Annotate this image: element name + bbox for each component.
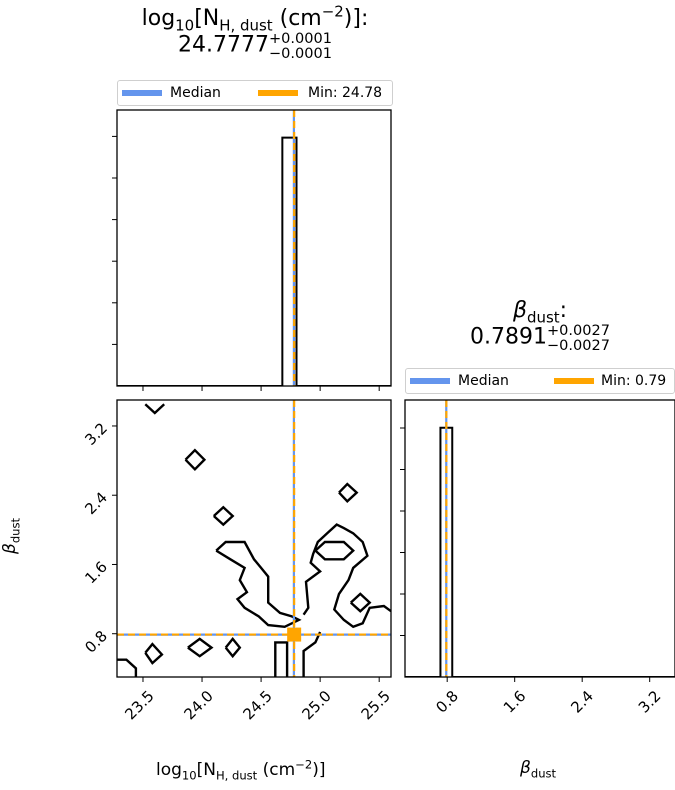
min-swatch [258, 90, 298, 96]
joint-y-tick-label: 2.4 [81, 489, 111, 519]
median-legend-label: Median [458, 373, 509, 389]
joint-x-tick-label: 23.5 [121, 687, 157, 723]
joint-contour [274, 641, 289, 677]
joint-contour [314, 540, 355, 561]
joint-contour [117, 658, 138, 677]
joint-contour [349, 592, 372, 613]
min-legend-label: Min: 24.78 [308, 85, 383, 101]
min-legend-label: Min: 0.79 [601, 373, 667, 389]
joint-contour [215, 540, 302, 629]
x-axis-label-nh: log10[NH, dust (cm−2)] [156, 757, 326, 783]
beta-hist-x-tick-label: 0.8 [432, 687, 462, 717]
nh-histogram-step [117, 136, 391, 386]
beta-hist-x-tick-label: 2.4 [567, 687, 597, 717]
beta-panel-title: βdust: 0.7891 +0.0027 −0.0027 [470, 298, 610, 355]
nh-histogram-frame [116, 109, 392, 387]
min-swatch [554, 378, 594, 384]
beta-histogram-panel: 0.8 1.6 2.4 3.2 [400, 399, 675, 717]
joint-contour-panel: 23.5 24.0 24.5 25.0 25.5 0.8 1.6 2.4 3.2 [81, 399, 394, 723]
joint-contour [224, 636, 242, 659]
joint-x-tick-label: 24.0 [180, 687, 216, 723]
nh-panel-title: log10[NH, dust (cm−2)]: 24.7777 +0.0001 −0… [141, 2, 369, 63]
beta-title-value: 0.7891 [470, 324, 548, 350]
joint-y-tick-label: 3.2 [81, 419, 111, 449]
joint-x-tick-label: 25.0 [299, 687, 335, 723]
beta-legend: Median Min: 0.79 [405, 368, 675, 394]
median-swatch [122, 90, 162, 96]
beta-hist-x-tick-label: 1.6 [500, 687, 530, 717]
joint-x-tick-label: 24.5 [239, 687, 275, 723]
joint-contour [144, 403, 166, 415]
nh-title-value: 24.7777 [178, 32, 270, 58]
beta-histogram-frame [404, 399, 675, 678]
median-legend-label: Median [170, 85, 221, 101]
joint-panel-frame [116, 399, 392, 678]
joint-contour [184, 448, 207, 472]
joint-y-tick-label: 1.6 [81, 558, 111, 588]
joint-contour [338, 482, 359, 503]
nh-legend: Median Min: 24.78 [117, 80, 393, 106]
joint-contour [187, 637, 214, 658]
nh-histogram-panel [112, 109, 392, 391]
joint-contour [302, 631, 322, 677]
joint-contour [212, 505, 235, 527]
x-axis-label-beta: βdust [520, 758, 557, 781]
joint-x-tick-label: 25.5 [358, 687, 394, 723]
joint-min-marker [287, 627, 302, 642]
joint-y-tick-label: 0.8 [81, 627, 111, 657]
joint-contour [302, 523, 391, 629]
beta-hist-x-tick-label: 3.2 [635, 687, 665, 717]
joint-contour [144, 642, 164, 665]
median-swatch [410, 378, 450, 384]
